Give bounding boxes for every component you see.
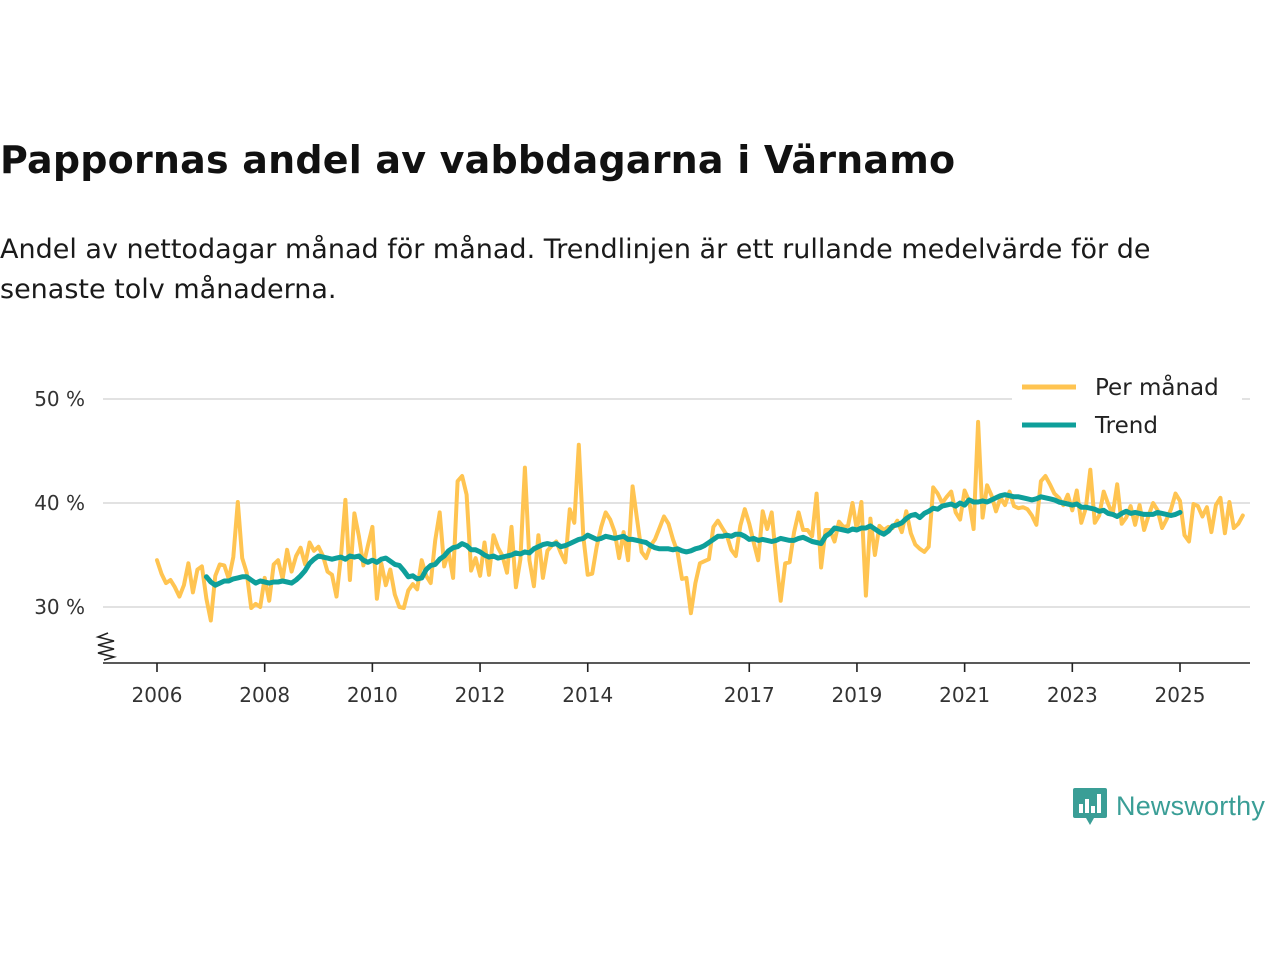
line-chart: 30 % 40 % 50 % 2006 2008 2010 2012 2014 2017 201… [34, 370, 1250, 707]
y-axis: 30 % 40 % 50 % [34, 387, 118, 661]
newsworthy-logo: Newsworthy [1072, 786, 1265, 826]
x-tick-label: 2021 [939, 683, 990, 707]
legend-label: Trend [1094, 413, 1158, 439]
x-tick-label: 2019 [831, 683, 882, 707]
series-line-trend [203, 492, 1183, 588]
x-tick-label: 2012 [455, 683, 506, 707]
x-tick-label: 2010 [347, 683, 398, 707]
x-tick-label: 2006 [132, 683, 183, 707]
y-tick-label: 30 % [34, 595, 85, 619]
x-tick-label: 2023 [1047, 683, 1098, 707]
x-tick-label: 2025 [1155, 683, 1206, 707]
bar-chart-speech-bubble-icon [1073, 788, 1107, 825]
series-lines [155, 419, 1245, 623]
x-tick-label: 2014 [562, 683, 613, 707]
x-tick-label: 2017 [724, 683, 775, 707]
legend-label: Per månad [1095, 373, 1219, 401]
chart-title: Pappornas andel av vabbdagarna i Värnamo [0, 138, 956, 182]
brand-name: Newsworthy [1116, 790, 1266, 821]
series-line-per-manad [155, 419, 1245, 623]
y-tick-label: 40 % [34, 491, 85, 515]
axis-break-icon [95, 632, 118, 661]
chart-subtitle: Andel av nettodagar månad för månad. Tre… [0, 234, 1151, 305]
x-tick-label: 2008 [239, 683, 290, 707]
legend-background [1012, 370, 1242, 442]
y-tick-label: 50 % [34, 387, 85, 411]
x-axis: 2006 2008 2010 2012 2014 2017 2019 2021 2023 2025 [103, 662, 1250, 707]
legend: Per månad Trend [1012, 370, 1242, 442]
